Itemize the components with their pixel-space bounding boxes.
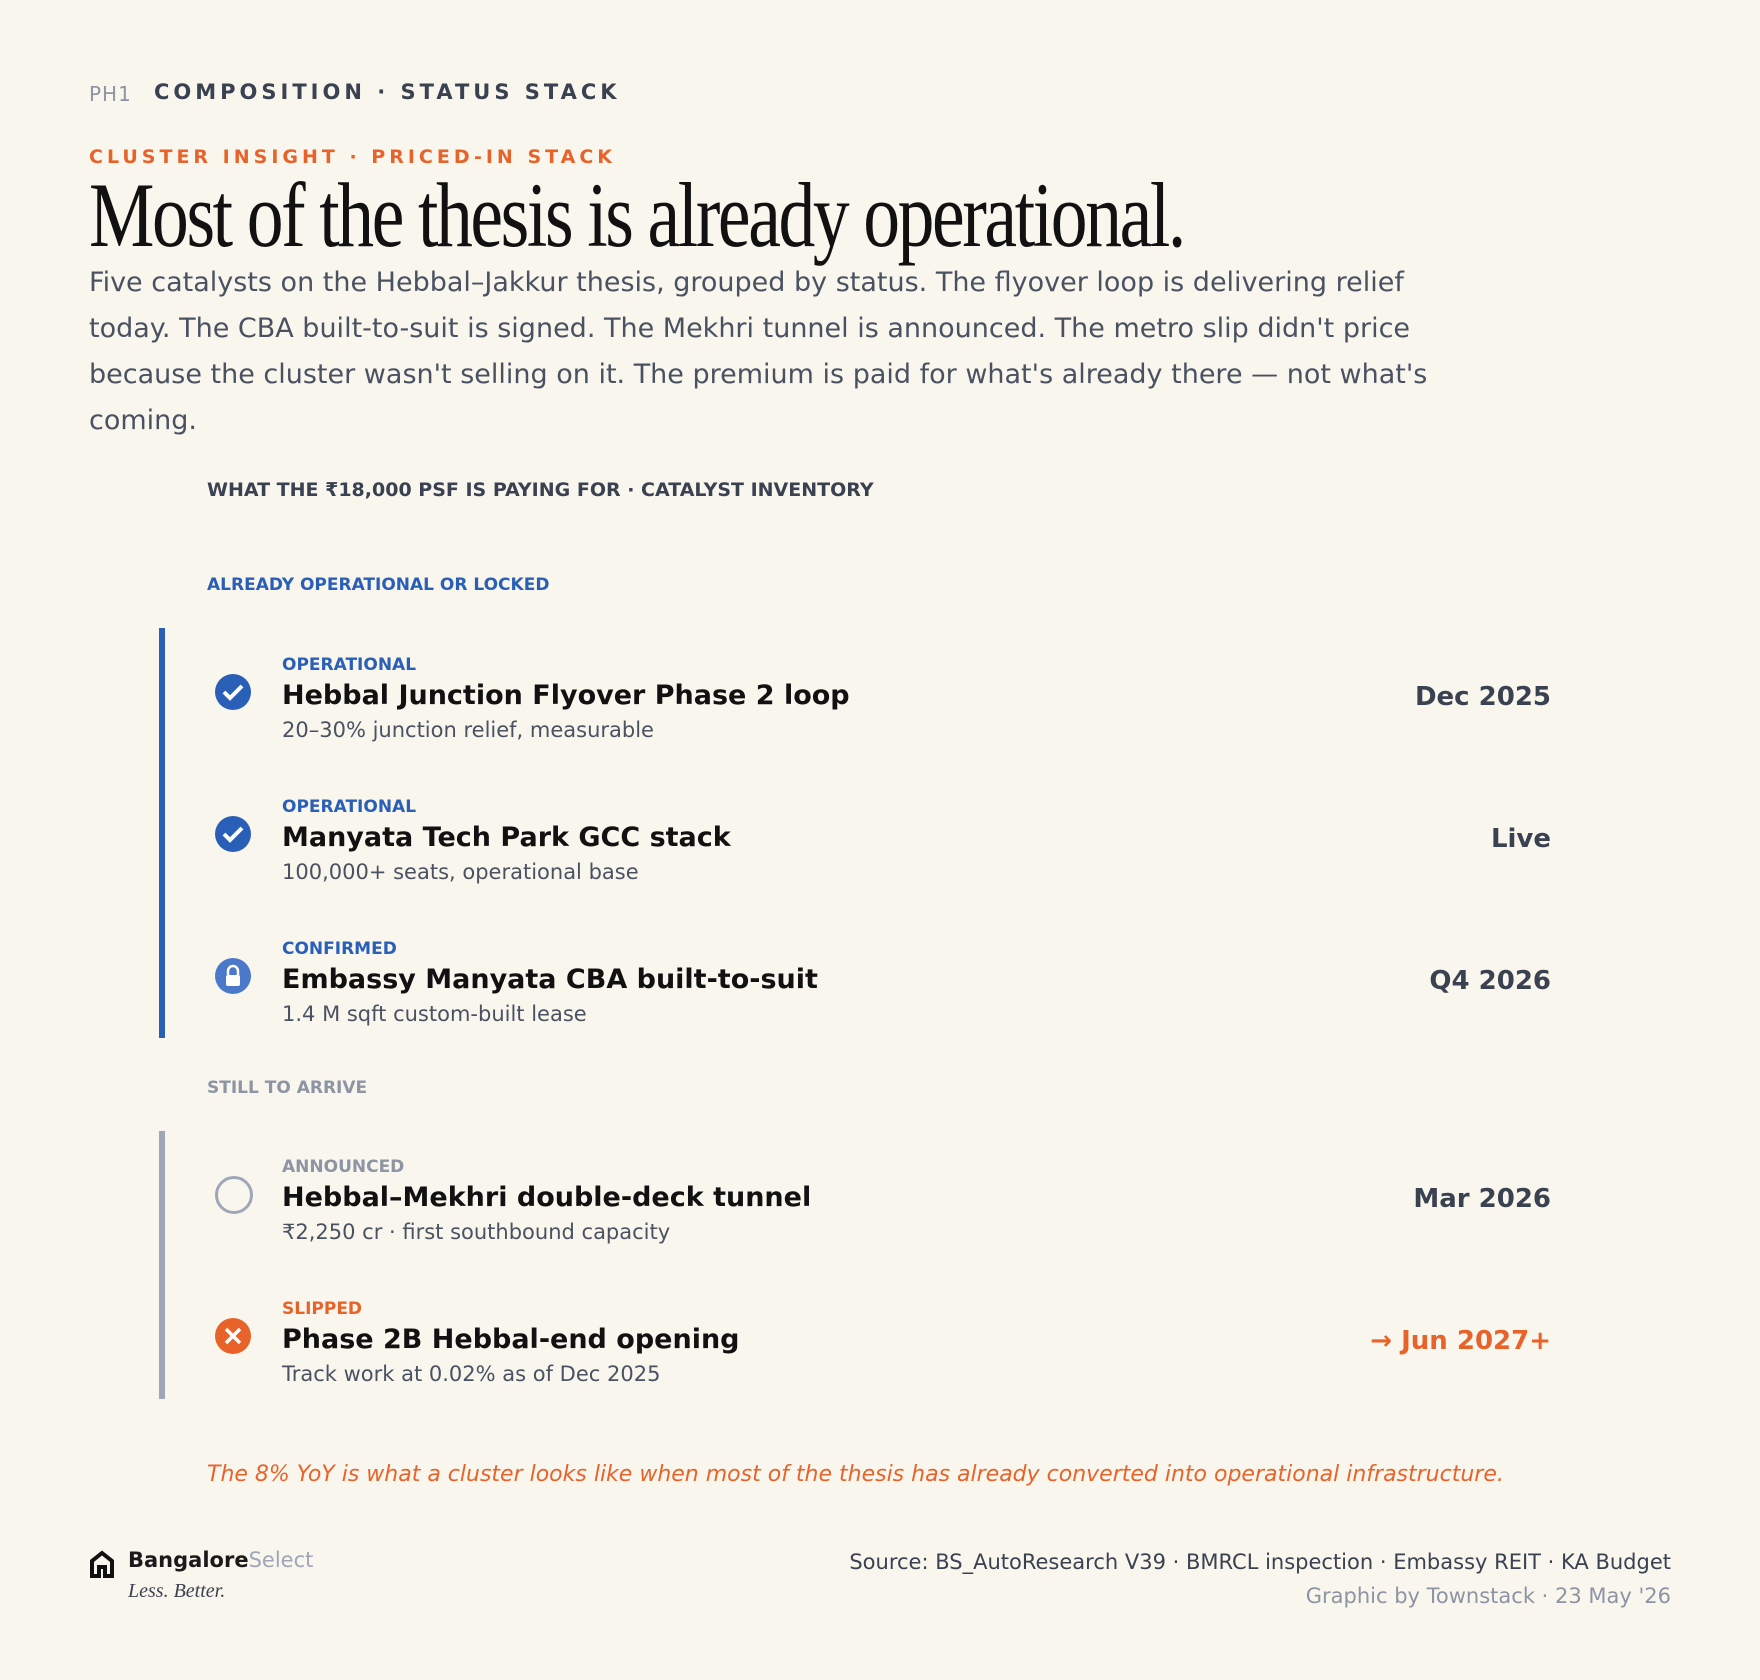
item-name: Embassy Manyata CBA built-to-suit <box>282 964 818 995</box>
lock-icon <box>215 958 251 994</box>
group-label: STILL TO ARRIVE <box>207 1078 368 1098</box>
group-bar <box>159 1131 165 1399</box>
open-circle-icon <box>215 1176 253 1214</box>
item-name: Hebbal–Mekhri double-deck tunnel <box>282 1182 812 1213</box>
check-icon <box>215 674 251 710</box>
body: Five catalysts on the Hebbal–Jakkur thes… <box>89 267 1428 436</box>
status: OPERATIONAL <box>282 655 417 675</box>
group-label: ALREADY OPERATIONAL OR LOCKED <box>207 575 550 595</box>
item-detail: 100,000+ seats, operational base <box>282 860 639 884</box>
brand-name: Bangalore <box>128 1548 249 1572</box>
item-name: Phase 2B Hebbal-end opening <box>282 1324 740 1355</box>
code: PH1 <box>89 82 132 106</box>
eyebrow: CLUSTER INSIGHT · PRICED-IN STACK <box>89 146 616 168</box>
item-name: Manyata Tech Park GCC stack <box>282 822 731 853</box>
tagline: Less. Better. <box>128 1580 226 1602</box>
item-detail: 1.4 M sqft custom-built lease <box>282 1002 587 1026</box>
item-date: Mar 2026 <box>1413 1184 1551 1214</box>
note: The 8% YoY is what a cluster looks like … <box>207 1462 1504 1487</box>
group-bar <box>159 628 165 1038</box>
item-date: Dec 2025 <box>1414 682 1551 712</box>
item-detail: ₹2,250 cr · first southbound capacity <box>282 1220 671 1244</box>
item-detail: 20–30% junction relief, measurable <box>282 718 654 742</box>
item-date: Q4 2026 <box>1429 966 1551 996</box>
item-date: → Jun 2027+ <box>1370 1326 1551 1356</box>
item-detail: Track work at 0.02% as of Dec 2025 <box>282 1362 661 1386</box>
item-name: Hebbal Junction Flyover Phase 2 loop <box>282 680 850 711</box>
item-date: Live <box>1490 824 1551 854</box>
status: CONFIRMED <box>282 939 397 959</box>
logo <box>90 1550 114 1578</box>
brand-suffix: Select <box>248 1548 314 1572</box>
credit: Graphic by Townstack · 23 May '26 <box>1305 1584 1671 1608</box>
status: SLIPPED <box>282 1299 363 1319</box>
title: Most of the thesis is already operationa… <box>89 164 1186 266</box>
section: COMPOSITION · STATUS STACK <box>154 80 621 104</box>
brand: BangaloreSelect <box>128 1548 313 1572</box>
panel-title: WHAT THE ₹18,000 PSF IS PAYING FOR · CAT… <box>207 479 874 501</box>
source: Source: BS_AutoResearch V39 · BMRCL insp… <box>849 1550 1671 1574</box>
status: ANNOUNCED <box>282 1157 405 1177</box>
x-icon <box>215 1318 251 1354</box>
status: OPERATIONAL <box>282 797 417 817</box>
check-icon <box>215 816 251 852</box>
